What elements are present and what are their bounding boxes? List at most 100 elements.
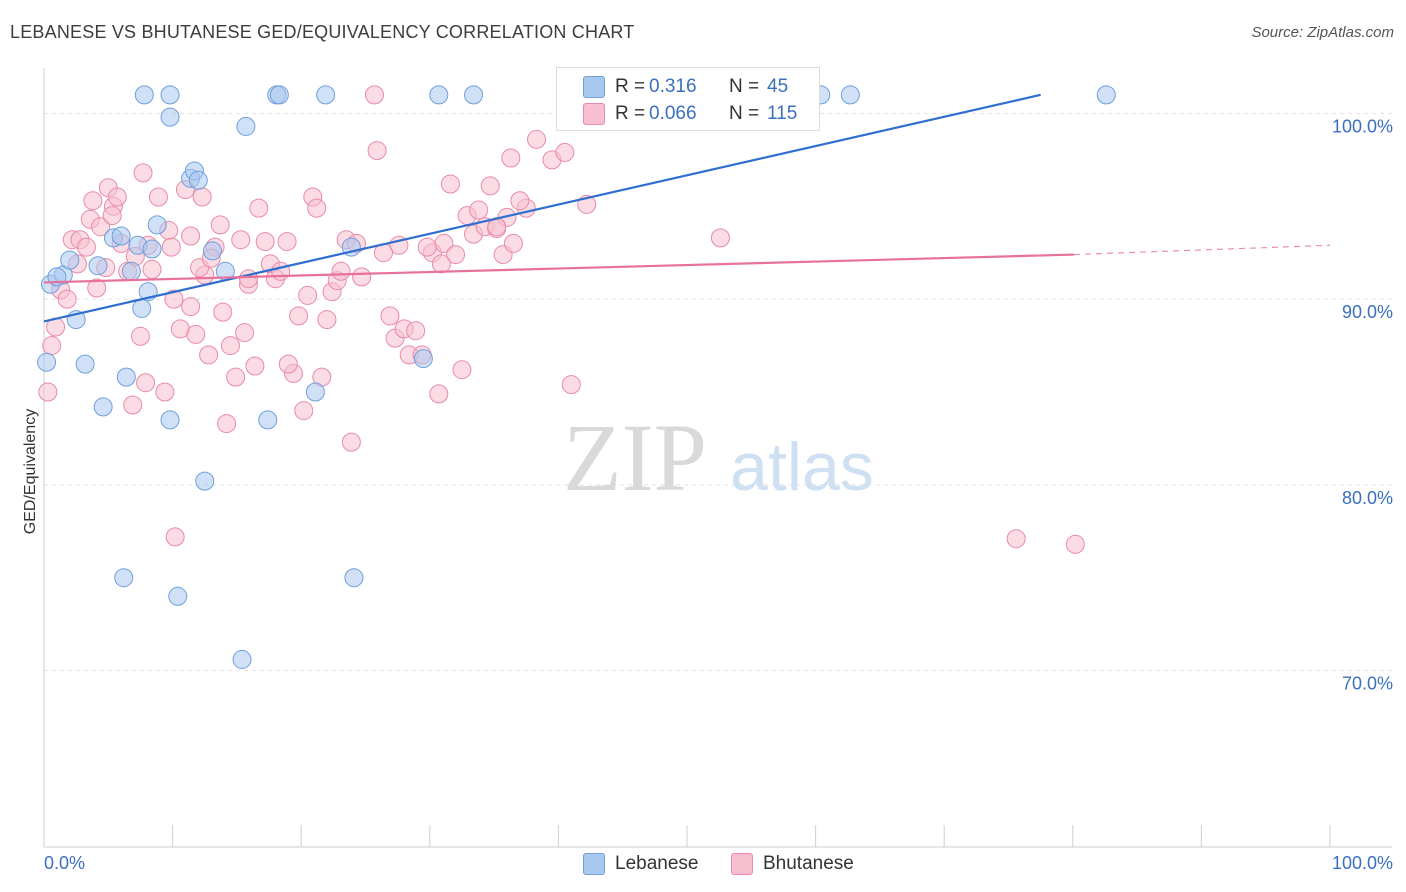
- legend-r-value: 0.066: [649, 103, 697, 124]
- data-point: [130, 326, 150, 346]
- data-point: [294, 401, 314, 421]
- legend-swatch-bhutanese: [583, 103, 605, 125]
- data-point: [501, 148, 521, 168]
- data-point: [289, 306, 309, 326]
- data-point: [510, 191, 530, 211]
- data-point: [160, 85, 180, 105]
- data-point: [123, 395, 143, 415]
- trend-line-bhutanese-extension: [1074, 244, 1331, 256]
- bottom-legend-label-lebanese: Lebanese: [615, 853, 699, 874]
- data-point: [121, 261, 141, 281]
- data-point: [352, 267, 372, 287]
- data-point: [380, 306, 400, 326]
- data-point: [1065, 534, 1085, 554]
- data-point: [255, 232, 275, 252]
- data-point: [155, 382, 175, 402]
- data-point: [249, 198, 269, 218]
- legend-n-value: 115: [767, 103, 798, 124]
- data-point: [199, 345, 219, 365]
- data-point: [245, 356, 265, 376]
- data-point: [38, 382, 58, 402]
- data-point: [91, 217, 111, 237]
- y-tick-label: 100.0%: [1332, 116, 1393, 136]
- bottom-legend-lebanese: Lebanese: [583, 852, 698, 876]
- data-point: [87, 278, 107, 298]
- data-point: [429, 85, 449, 105]
- data-point: [220, 336, 240, 356]
- axes: [43, 68, 1392, 848]
- data-point: [136, 373, 156, 393]
- data-point: [164, 289, 184, 309]
- data-point: [365, 85, 385, 105]
- data-point: [440, 174, 460, 194]
- data-point: [75, 354, 95, 374]
- data-point: [469, 200, 489, 220]
- data-point: [231, 230, 251, 250]
- bottom-legend-swatch-lebanese: [583, 853, 605, 875]
- trend-line-bhutanese: [43, 253, 1075, 284]
- data-point: [406, 321, 426, 341]
- data-point: [710, 228, 730, 248]
- data-point: [452, 360, 472, 380]
- legend-n-label: N =: [729, 103, 760, 124]
- legend-n-value: 45: [767, 76, 789, 97]
- y-tick-label: 80.0%: [1342, 488, 1393, 508]
- bottom-legend-bhutanese: Bhutanese: [731, 852, 854, 876]
- data-point: [160, 107, 180, 127]
- data-point: [165, 527, 185, 547]
- data-point: [417, 237, 437, 257]
- legend-r-label: R =: [615, 103, 646, 124]
- data-point: [210, 215, 230, 235]
- legend-r-value: 0.316: [649, 76, 697, 97]
- data-point: [527, 129, 547, 149]
- data-point: [107, 187, 127, 207]
- data-point: [148, 187, 168, 207]
- data-point: [160, 410, 180, 430]
- legend: R = 0.316 N = 45 R = 0.066 N = 115: [556, 67, 820, 131]
- data-point: [181, 297, 201, 317]
- data-point: [88, 256, 108, 276]
- legend-n-label: N =: [729, 76, 760, 97]
- data-point: [446, 245, 466, 265]
- data-point: [114, 568, 134, 588]
- data-point: [367, 141, 387, 161]
- bottom-legend-swatch-bhutanese: [731, 853, 753, 875]
- watermark-atlas: atlas: [730, 429, 874, 505]
- data-point: [840, 85, 860, 105]
- data-point: [142, 239, 162, 259]
- data-point: [235, 323, 255, 343]
- chart-title: LEBANESE VS BHUTANESE GED/EQUIVALENCY CO…: [10, 22, 635, 42]
- data-point: [317, 310, 337, 330]
- x-tick-label-start: 0.0%: [44, 853, 85, 873]
- data-point: [413, 349, 433, 369]
- watermark: ZIP atlas: [563, 404, 874, 511]
- data-point: [132, 298, 152, 318]
- data-point: [431, 254, 451, 274]
- data-point: [269, 85, 289, 105]
- data-point: [60, 250, 80, 270]
- data-point: [142, 259, 162, 279]
- x-tick-label-end: 100.0%: [1332, 853, 1393, 873]
- y-axis-label: GED/Equivalency: [22, 409, 39, 534]
- data-point: [1096, 85, 1116, 105]
- data-point: [1006, 529, 1026, 549]
- data-point: [181, 226, 201, 246]
- data-point: [111, 226, 131, 246]
- data-point: [429, 384, 449, 404]
- legend-swatch-lebanese: [583, 76, 605, 98]
- data-point: [116, 367, 136, 387]
- data-point: [134, 85, 154, 105]
- data-point: [331, 261, 351, 281]
- data-point: [503, 233, 523, 253]
- data-point: [202, 241, 222, 261]
- data-point: [213, 302, 233, 322]
- data-point: [217, 414, 237, 434]
- y-tick-label: 70.0%: [1342, 674, 1393, 694]
- data-point: [42, 336, 62, 356]
- data-point: [147, 215, 167, 235]
- bottom-legend-label-bhutanese: Bhutanese: [763, 853, 854, 874]
- data-point: [271, 261, 291, 281]
- data-point: [305, 382, 325, 402]
- data-point: [57, 289, 77, 309]
